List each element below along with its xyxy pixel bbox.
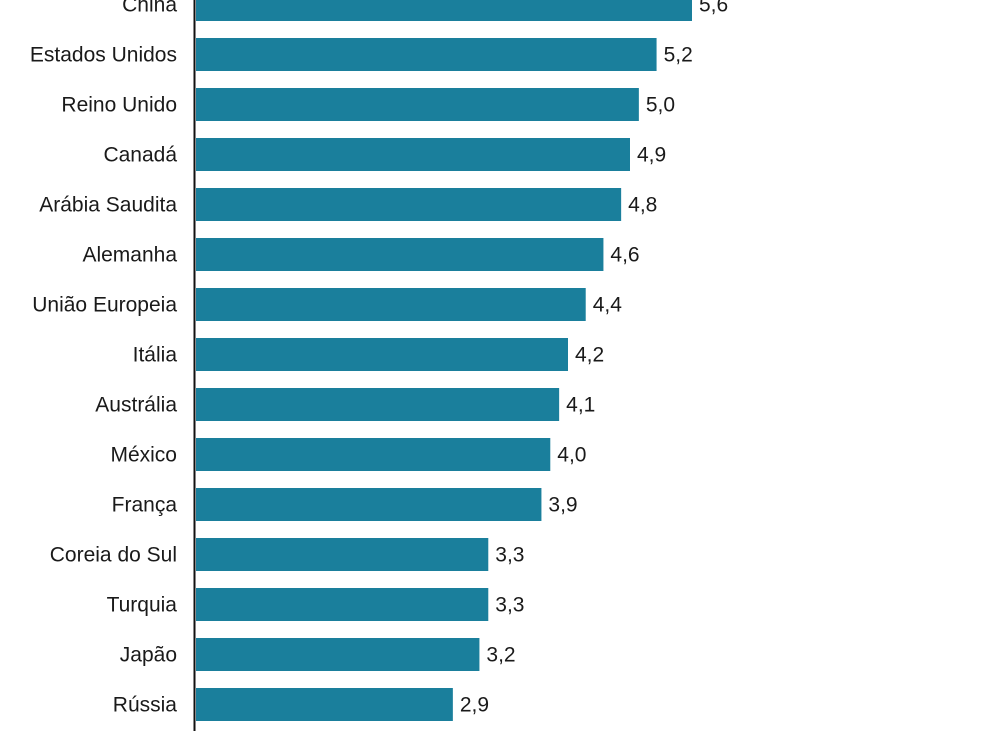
category-label: Rússia (113, 694, 178, 717)
value-label: 4,0 (557, 444, 586, 467)
value-label: 5,6 (699, 0, 728, 17)
category-label: Turquia (107, 594, 178, 617)
category-label: Japão (120, 644, 177, 667)
category-label: México (110, 444, 177, 467)
value-label: 4,4 (593, 294, 623, 317)
category-label: Coreia do Sul (50, 544, 177, 567)
category-label: França (112, 494, 178, 517)
value-label: 4,6 (610, 244, 639, 267)
bar (196, 88, 639, 121)
value-label: 3,9 (548, 494, 577, 517)
category-label: Estados Unidos (30, 44, 177, 67)
value-label: 5,2 (664, 44, 693, 67)
category-label: Reino Unido (61, 94, 177, 117)
bar (196, 538, 489, 571)
bar (196, 438, 551, 471)
value-label: 4,2 (575, 344, 604, 367)
category-label: China (122, 0, 177, 17)
bar (196, 288, 586, 321)
bar (196, 588, 489, 621)
bar (196, 138, 630, 171)
bar (196, 238, 604, 271)
value-label: 3,3 (495, 594, 524, 617)
category-label: União Europeia (32, 294, 177, 317)
category-label: Alemanha (82, 244, 177, 267)
bar (196, 638, 480, 671)
bar (196, 388, 560, 421)
value-label: 4,1 (566, 394, 595, 417)
bar (196, 688, 453, 721)
value-label: 4,8 (628, 194, 657, 217)
bar (196, 188, 622, 221)
value-label: 4,9 (637, 144, 666, 167)
category-label: Itália (133, 344, 178, 367)
category-label: Arábia Saudita (39, 194, 177, 217)
bar (196, 0, 692, 21)
category-label: Canadá (103, 144, 177, 167)
category-label: Austrália (95, 394, 177, 417)
bar (196, 38, 657, 71)
value-label: 5,0 (646, 94, 675, 117)
value-label: 3,2 (486, 644, 515, 667)
value-label: 2,9 (460, 694, 489, 717)
bar (196, 338, 568, 371)
bar (196, 488, 542, 521)
value-label: 3,3 (495, 544, 524, 567)
